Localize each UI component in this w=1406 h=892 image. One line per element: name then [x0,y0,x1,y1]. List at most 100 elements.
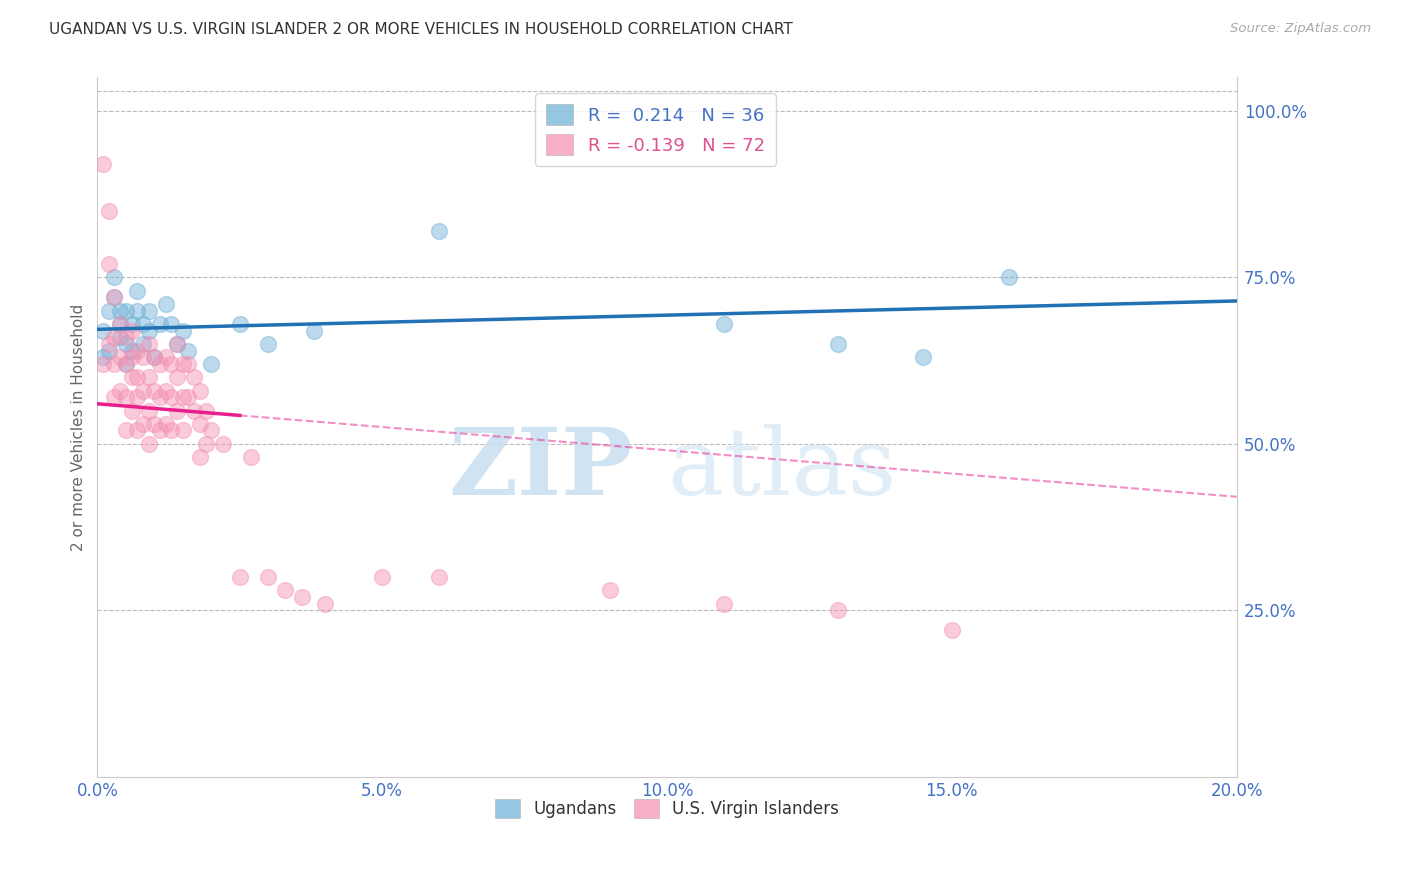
Point [188,384,211,398]
Point [257,337,280,351]
Point [912,350,935,364]
Point [132,337,155,351]
Text: ZIP: ZIP [449,424,633,514]
Point [114,303,136,318]
Point [138,303,160,318]
Point [941,624,963,638]
Point [138,337,160,351]
Point [103,357,125,371]
Point [127,303,149,318]
Point [166,403,188,417]
Point [188,417,211,431]
Point [314,597,336,611]
Point [121,324,143,338]
Point [166,337,188,351]
Text: atlas: atlas [666,424,896,514]
Point [91,324,114,338]
Point [177,343,200,358]
Point [149,317,172,331]
Point [108,330,131,344]
Point [97,337,120,351]
Point [97,257,120,271]
Point [97,303,120,318]
Point [108,303,131,318]
Point [172,324,194,338]
Point [127,284,149,298]
Point [127,390,149,404]
Point [143,417,166,431]
Point [138,370,160,384]
Point [155,384,177,398]
Point [149,357,172,371]
Point [149,390,172,404]
Point [138,437,160,451]
Legend: Ugandans, U.S. Virgin Islanders: Ugandans, U.S. Virgin Islanders [489,792,845,824]
Point [149,424,172,438]
Point [257,570,280,584]
Point [713,597,735,611]
Point [143,350,166,364]
Point [155,350,177,364]
Point [177,390,200,404]
Point [127,424,149,438]
Text: Source: ZipAtlas.com: Source: ZipAtlas.com [1230,22,1371,36]
Point [127,370,149,384]
Point [302,324,325,338]
Point [114,357,136,371]
Point [97,203,120,218]
Point [827,337,849,351]
Point [91,357,114,371]
Point [121,403,143,417]
Point [427,570,450,584]
Point [183,370,205,384]
Point [132,350,155,364]
Point [172,390,194,404]
Point [211,437,233,451]
Point [166,370,188,384]
Point [599,583,621,598]
Point [132,384,155,398]
Point [713,317,735,331]
Point [103,390,125,404]
Point [998,270,1021,285]
Point [166,337,188,351]
Point [229,570,252,584]
Point [114,337,136,351]
Point [108,317,131,331]
Point [427,224,450,238]
Point [155,417,177,431]
Point [160,317,183,331]
Point [155,297,177,311]
Text: UGANDAN VS U.S. VIRGIN ISLANDER 2 OR MORE VEHICLES IN HOUSEHOLD CORRELATION CHAR: UGANDAN VS U.S. VIRGIN ISLANDER 2 OR MOR… [49,22,793,37]
Point [194,437,217,451]
Point [121,343,143,358]
Point [108,350,131,364]
Point [121,350,143,364]
Point [371,570,394,584]
Point [103,330,125,344]
Point [138,403,160,417]
Point [143,384,166,398]
Point [177,357,200,371]
Point [132,417,155,431]
Point [291,590,314,604]
Point [103,290,125,304]
Point [91,350,114,364]
Point [97,343,120,358]
Point [108,384,131,398]
Point [103,270,125,285]
Point [200,357,222,371]
Point [188,450,211,464]
Point [827,603,849,617]
Point [274,583,297,598]
Point [108,317,131,331]
Point [172,424,194,438]
Point [121,370,143,384]
Point [132,317,155,331]
Point [240,450,263,464]
Point [127,343,149,358]
Point [160,357,183,371]
Point [229,317,252,331]
Point [172,357,194,371]
Point [194,403,217,417]
